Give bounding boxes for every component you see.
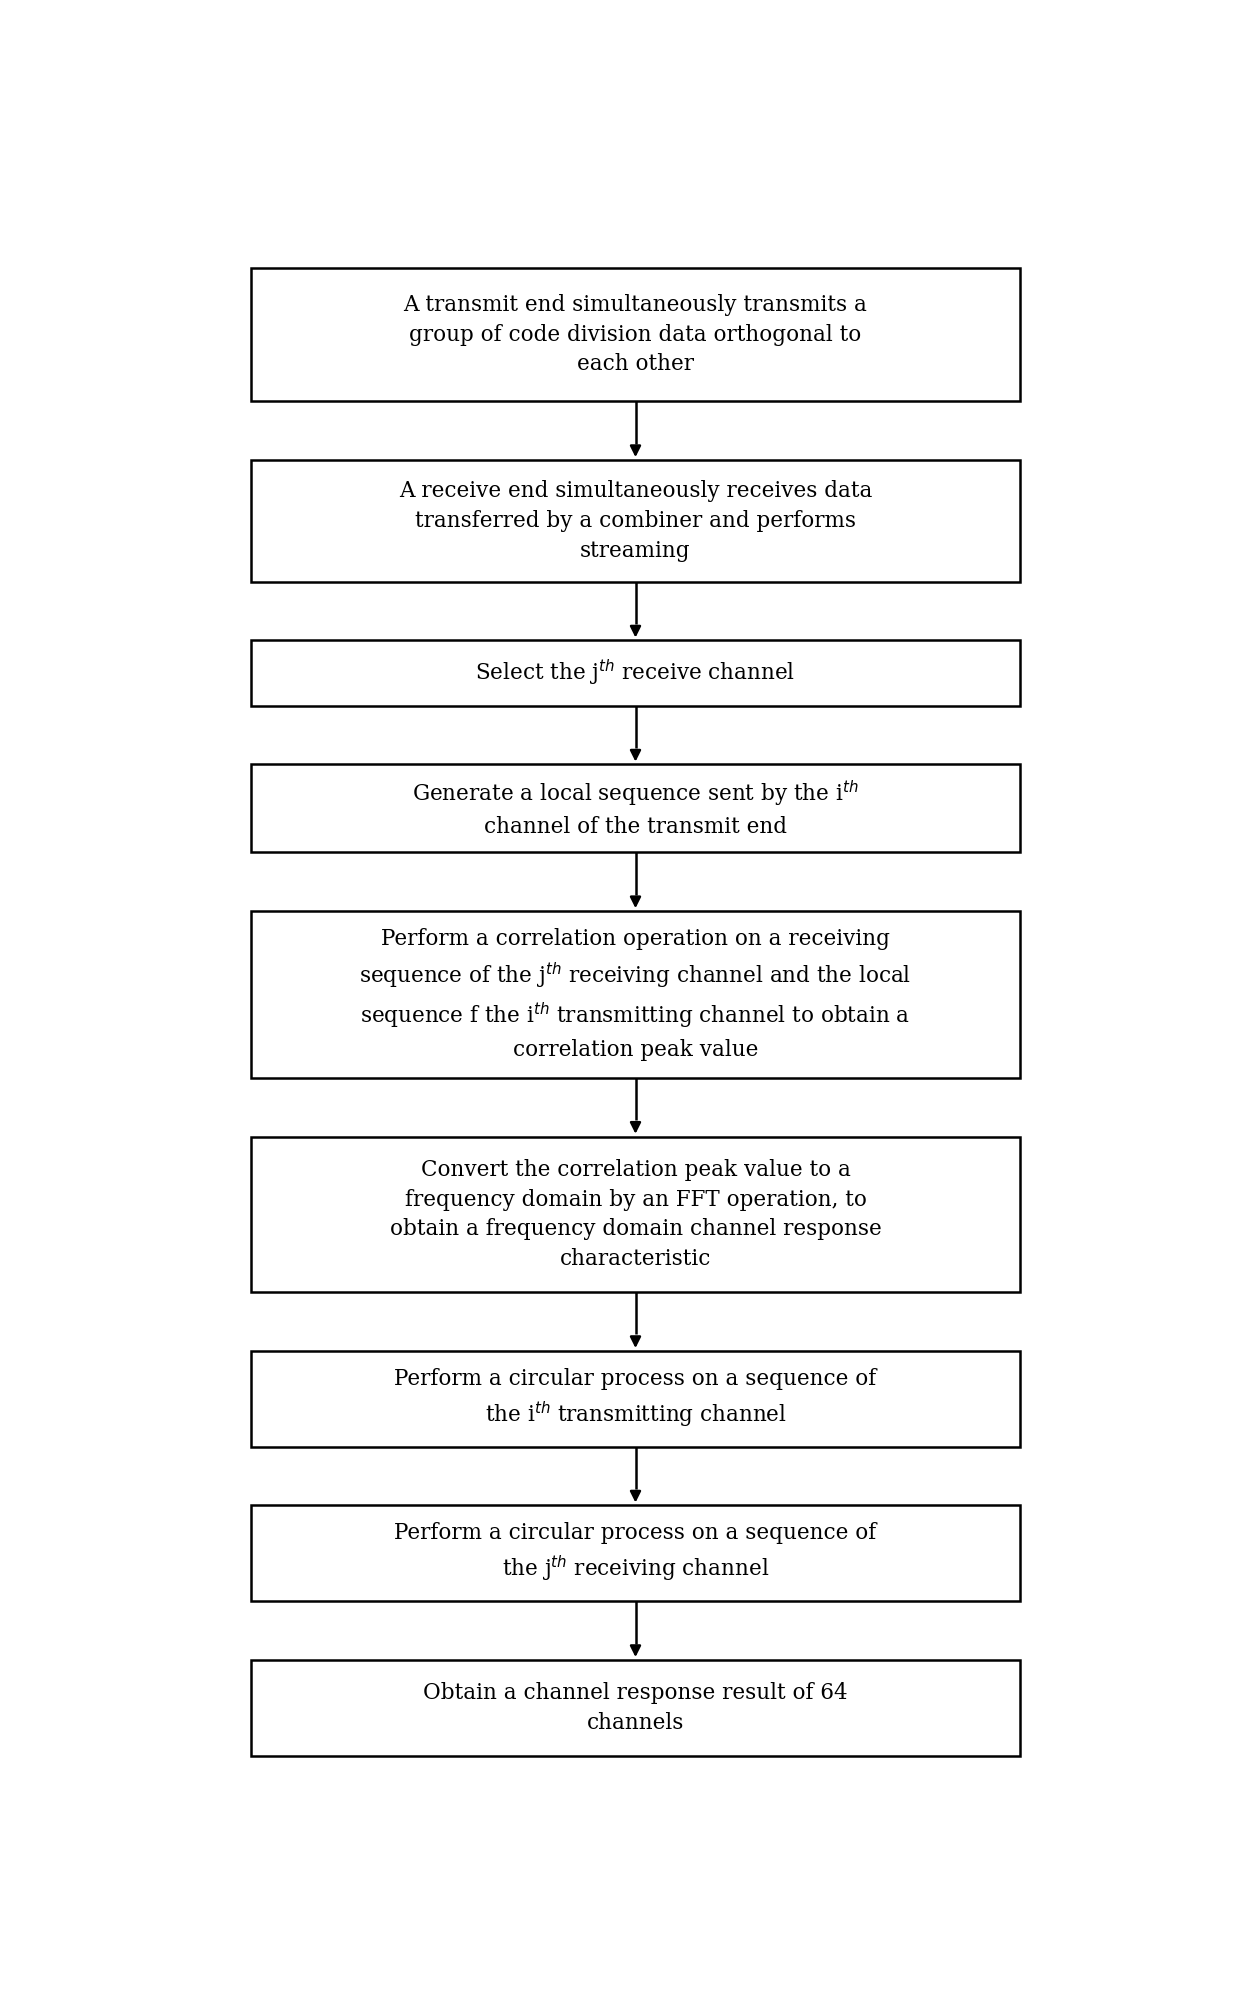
Text: A transmit end simultaneously transmits a
group of code division data orthogonal: A transmit end simultaneously transmits … (403, 295, 868, 375)
Text: Obtain a channel response result of 64
channels: Obtain a channel response result of 64 c… (423, 1681, 848, 1733)
Text: A receive end simultaneously receives data
transferred by a combiner and perform: A receive end simultaneously receives da… (399, 481, 872, 561)
Text: Perform a circular process on a sequence of
the i$^{th}$ transmitting channel: Perform a circular process on a sequence… (394, 1367, 877, 1431)
Bar (250, 764, 1021, 852)
Text: Perform a correlation operation on a receiving
sequence of the j$^{th}$ receivin: Perform a correlation operation on a rec… (360, 928, 911, 1060)
Text: Generate a local sequence sent by the i$^{th}$
channel of the transmit end: Generate a local sequence sent by the i$… (412, 778, 859, 838)
Text: Perform a circular process on a sequence of
the j$^{th}$ receiving channel: Perform a circular process on a sequence… (394, 1523, 877, 1585)
Bar (250, 912, 1021, 1078)
Bar (250, 641, 1021, 705)
Text: Convert the correlation peak value to a
frequency domain by an FFT operation, to: Convert the correlation peak value to a … (389, 1158, 882, 1271)
Bar (250, 1136, 1021, 1293)
Text: Select the j$^{th}$ receive channel: Select the j$^{th}$ receive channel (475, 657, 796, 687)
Bar (250, 269, 1021, 401)
Bar (250, 1659, 1021, 1756)
Bar (250, 461, 1021, 581)
Bar (250, 1351, 1021, 1447)
Bar (250, 1505, 1021, 1601)
